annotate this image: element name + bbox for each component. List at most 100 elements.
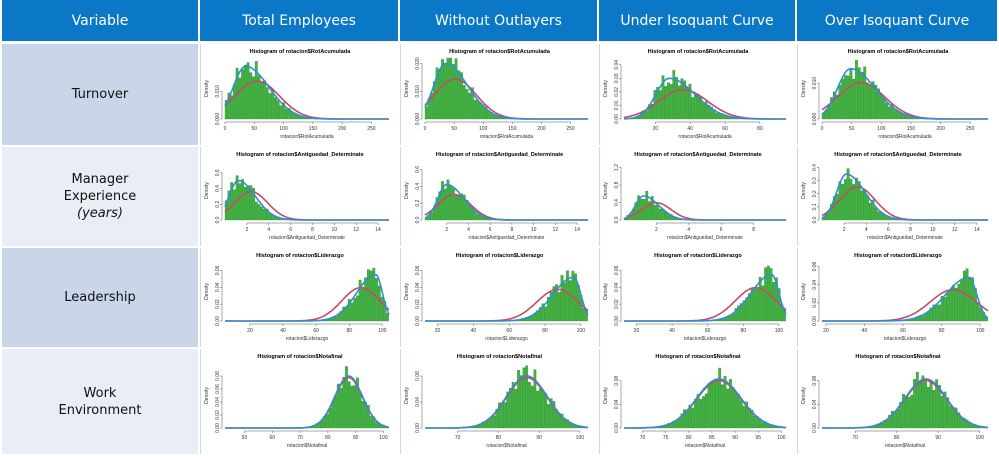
chart-title: Histogram of rotacion$RotAcumulada	[449, 49, 551, 55]
histogram-bar	[263, 209, 266, 221]
y-tick-label: 0.020	[415, 57, 421, 70]
histogram-chart: Histogram of rotacion$Liderazgo 20 40 60 80 1…	[797, 248, 998, 347]
histogram-bar	[704, 101, 708, 120]
histogram-bar	[471, 87, 474, 120]
histogram-bar	[328, 408, 332, 429]
row-label-work-environment: Work Environment	[2, 349, 198, 454]
y-tick-label: 0.06	[215, 265, 221, 275]
x-tick-label: 40	[280, 328, 286, 334]
y-tick-label: 0.03	[614, 73, 620, 83]
row-label-text: Work	[83, 385, 117, 401]
histogram-bar	[441, 59, 444, 120]
histogram-bar	[443, 188, 447, 221]
header-label: Under Isoquant Curve	[620, 12, 774, 29]
histogram-bar	[268, 93, 272, 120]
histogram-bar	[481, 104, 485, 120]
histogram-bar	[468, 92, 472, 120]
histogram-bar	[734, 392, 738, 429]
histogram-bar	[460, 72, 463, 120]
x-tick-label: 40	[669, 328, 675, 334]
histogram-bar	[748, 293, 751, 322]
y-tick-label: 0.00	[415, 316, 421, 326]
histogram-bar	[465, 88, 469, 120]
density-curve	[425, 276, 589, 322]
histogram-bar	[557, 292, 561, 322]
histogram-bar	[835, 194, 839, 221]
histogram-bar	[888, 106, 892, 120]
histogram-bar	[915, 371, 919, 429]
histogram-bar	[366, 405, 370, 429]
histogram-bar	[375, 278, 378, 322]
histogram-svg: Histogram of rotacion$RotAcumulada 0 50 100…	[404, 49, 588, 140]
histogram-bar	[637, 195, 641, 221]
y-axis-label: Density	[204, 283, 210, 300]
histogram-bar	[855, 177, 858, 221]
histogram-bar	[457, 194, 461, 221]
y-tick-label: 0.4	[812, 164, 818, 171]
histogram-bar	[457, 70, 461, 120]
x-axis-label: rotacion$Liderazgo	[286, 336, 329, 342]
histogram-bar	[658, 90, 662, 120]
histogram-bar	[957, 412, 961, 429]
x-axis-label: rotacion$Notafinal	[287, 443, 327, 449]
histogram-bar	[723, 375, 727, 429]
histogram-bar	[650, 104, 654, 120]
x-tick-label: 14	[375, 227, 381, 233]
y-tick-label: 0.02	[614, 299, 620, 309]
histogram-bar	[874, 85, 878, 120]
histogram-bar	[691, 407, 695, 429]
chart-title: Histogram of rotacion$Liderazgo	[654, 253, 742, 259]
histogram-bar	[860, 71, 864, 120]
histogram-chart: Histogram of rotacion$RotAcumulada 20 40 60…	[599, 44, 796, 145]
x-tick-label: 80	[894, 435, 900, 441]
y-tick-label: 0.4	[415, 183, 421, 190]
histogram-bar	[758, 277, 762, 322]
y-tick-label: 0.04	[415, 397, 421, 407]
x-tick-label: 100	[378, 328, 387, 334]
x-tick-label: 90	[935, 435, 941, 441]
x-tick-label: 250	[367, 126, 376, 132]
histogram-bar	[549, 292, 553, 322]
x-tick-label: 14	[574, 227, 580, 233]
histogram-svg: Histogram of rotacion$Antiguedad_Determi…	[204, 152, 389, 241]
histogram-bar	[940, 396, 944, 429]
histogram-bar	[913, 379, 916, 429]
row-label-unit: (years)	[77, 206, 123, 221]
histogram-bar	[761, 285, 765, 322]
x-tick-label: 100	[877, 126, 886, 132]
x-tick-label: 4	[467, 227, 470, 233]
histogram-bar	[688, 83, 692, 120]
density-curve	[624, 378, 787, 429]
histogram-bar	[715, 112, 719, 120]
histogram-bar	[976, 302, 980, 322]
histogram-bar	[366, 269, 370, 322]
x-tick-label: 150	[508, 126, 517, 132]
histogram-bar	[745, 297, 749, 322]
y-tick-label: 0.000	[215, 113, 221, 126]
histogram-bar	[325, 414, 329, 429]
density-curve	[822, 378, 989, 429]
density-curve	[424, 62, 588, 120]
histogram-bar	[841, 78, 844, 120]
histogram-bar	[863, 66, 867, 120]
y-axis-label: Density	[204, 182, 210, 199]
histogram-bar	[538, 388, 542, 429]
x-tick-label: 4	[687, 227, 690, 233]
histogram-bar	[350, 385, 354, 429]
x-tick-label: 90	[536, 435, 542, 441]
histogram-bar	[336, 383, 340, 429]
x-tick-label: 70	[297, 435, 303, 441]
histogram-bar	[926, 386, 930, 429]
histogram-bar	[699, 399, 703, 429]
histogram-bar	[656, 204, 659, 221]
histogram-bar	[968, 421, 972, 429]
histogram-bar	[334, 316, 337, 322]
histogram-bar	[715, 379, 719, 429]
x-tick-label: 80	[686, 435, 692, 441]
histogram-bar	[263, 80, 266, 120]
histogram-bar	[287, 108, 291, 120]
x-tick-label: 75	[663, 435, 669, 441]
y-tick-label: 0.02	[215, 410, 221, 420]
histogram-bar	[443, 63, 447, 120]
y-axis-label: Density	[204, 387, 210, 404]
